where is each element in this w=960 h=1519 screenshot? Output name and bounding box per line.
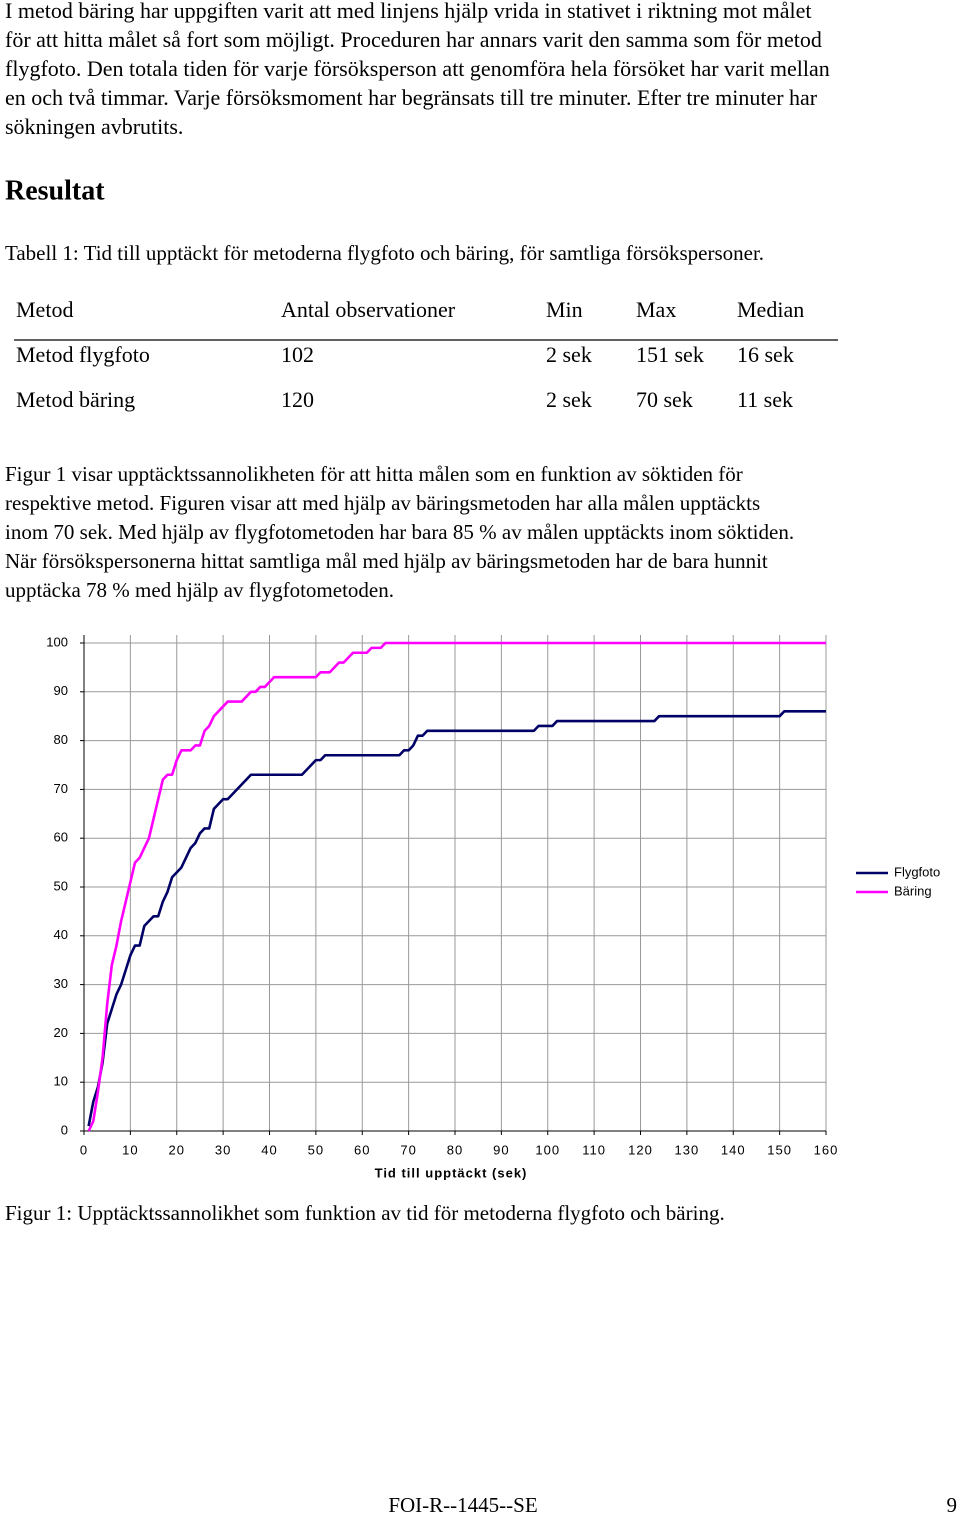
y-tick-label: 90 (54, 683, 68, 698)
table-header-cell: Metod (16, 297, 73, 322)
legend-label: Bäring (894, 883, 932, 898)
x-tick-label: 0 (80, 1142, 88, 1157)
table-header-cell: Min (546, 297, 583, 322)
table-cell: 2 sek (546, 387, 592, 412)
x-tick-label: 60 (354, 1142, 370, 1157)
x-tick-label: 10 (122, 1142, 138, 1157)
x-tick-label: 20 (169, 1142, 185, 1157)
paragraph-line: respektive metod. Figuren visar att med … (5, 491, 760, 515)
paragraph-line: upptäcka 78 % med hjälp av flygfotometod… (5, 578, 394, 602)
table-cell: 11 sek (737, 387, 793, 412)
x-tick-label: 30 (215, 1142, 231, 1157)
paragraph-line: för att hitta målet så fort som möjligt.… (5, 27, 822, 52)
x-tick-label: 70 (400, 1142, 416, 1157)
x-tick-label: 100 (535, 1142, 560, 1157)
x-tick-label: 110 (582, 1142, 606, 1157)
y-tick-label: 40 (54, 927, 68, 942)
table-cell: 70 sek (636, 387, 693, 412)
table-caption: Tabell 1: Tid till upptäckt för metodern… (5, 241, 764, 265)
figure-caption: Figur 1: Upptäcktssannolikhet som funkti… (5, 1201, 725, 1225)
y-tick-label: 20 (54, 1025, 68, 1040)
x-tick-label: 90 (493, 1142, 509, 1157)
table-cell: Metod flygfoto (16, 342, 150, 367)
paragraph-line: inom 70 sek. Med hjälp av flygfotometode… (5, 520, 794, 544)
legend-label: Flygfoto (894, 864, 940, 879)
paragraph-line: När försökspersonerna hittat samtliga må… (5, 549, 768, 573)
table-cell: 120 (281, 387, 314, 412)
table-cell: 151 sek (636, 342, 704, 367)
series-line (87, 710, 826, 1127)
section-heading: Resultat (5, 175, 105, 206)
x-tick-label: 120 (628, 1142, 653, 1157)
paragraph-line: sökningen avbrutits. (5, 114, 183, 139)
paragraph-line: I metod bäring har uppgiften varit att m… (5, 0, 811, 23)
paragraph-line: en och två timmar. Varje försöksmoment h… (5, 85, 818, 110)
y-tick-label: 60 (54, 830, 68, 845)
paragraph-line: flygfoto. Den totala tiden för varje för… (5, 56, 830, 81)
table-header-cell: Median (737, 297, 804, 322)
table-cell: 2 sek (546, 342, 592, 367)
footer-report-id: FOI-R--1445--SE (388, 1493, 537, 1517)
x-axis-label: Tid till upptäckt (sek) (375, 1165, 528, 1180)
y-tick-label: 50 (54, 878, 68, 893)
paragraph-line: Figur 1 visar upptäcktssannolikheten för… (5, 462, 743, 486)
table-cell: 102 (281, 342, 314, 367)
y-tick-label: 0 (61, 1122, 68, 1137)
x-tick-label: 140 (721, 1142, 746, 1157)
x-tick-label: 130 (675, 1142, 700, 1157)
y-tick-label: 70 (54, 781, 68, 796)
table-header-cell: Max (636, 297, 676, 322)
x-tick-label: 40 (261, 1142, 277, 1157)
y-tick-label: 10 (54, 1074, 68, 1089)
y-tick-label: 30 (54, 976, 68, 991)
page-number: 9 (947, 1493, 958, 1517)
x-tick-label: 150 (767, 1142, 792, 1157)
y-tick-label: 100 (46, 634, 68, 649)
x-tick-label: 160 (814, 1142, 839, 1157)
series-line (87, 641, 826, 1132)
x-tick-label: 50 (308, 1142, 324, 1157)
x-tick-label: 80 (447, 1142, 463, 1157)
table-cell: Metod bäring (16, 387, 135, 412)
table-cell: 16 sek (737, 342, 794, 367)
y-tick-label: 80 (54, 732, 68, 747)
table-header-cell: Antal observationer (281, 297, 456, 322)
